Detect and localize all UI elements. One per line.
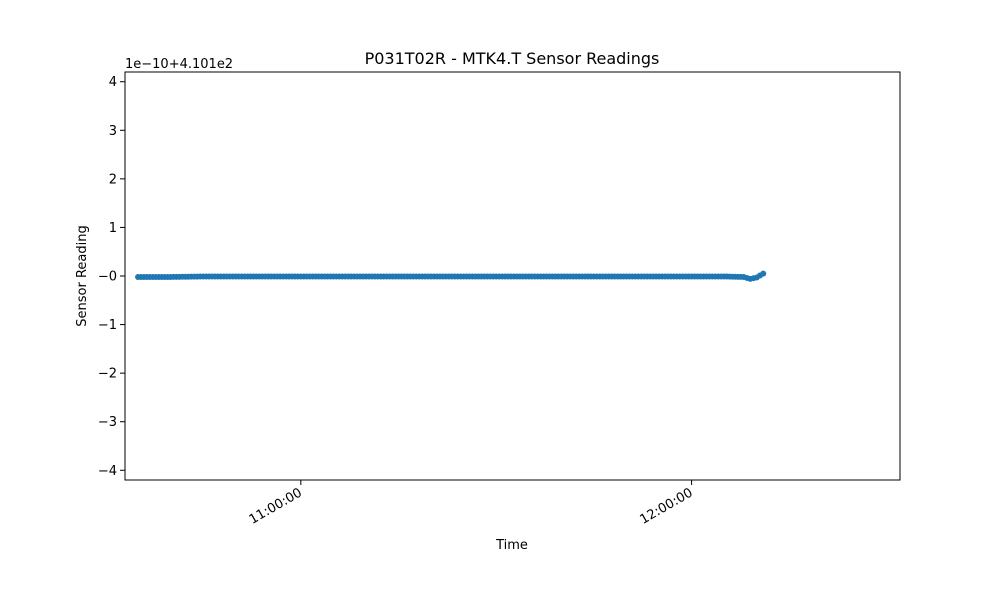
y-axis-ticks: −4 −3 −2 −1 −0 1 2 3 4 xyxy=(98,75,125,479)
y-axis-label: Sensor Reading xyxy=(75,225,90,326)
series-layer xyxy=(135,270,767,282)
y-offset-label: 1e−10+4.101e2 xyxy=(125,57,233,72)
y-tick-label: −2 xyxy=(98,367,117,382)
y-tick-label: −4 xyxy=(98,464,117,479)
x-axis-label: Time xyxy=(495,538,528,553)
chart-title: P031T02R - MTK4.T Sensor Readings xyxy=(365,49,660,68)
y-tick-label: −3 xyxy=(98,415,117,430)
y-tick-label: −0 xyxy=(98,270,117,285)
y-tick-label: 1 xyxy=(109,221,117,236)
data-point xyxy=(760,270,767,277)
plot-frame xyxy=(124,71,901,481)
y-tick-label: −1 xyxy=(98,318,117,333)
y-tick-label: 3 xyxy=(109,124,117,139)
y-tick-label: 4 xyxy=(109,75,117,90)
y-tick-label: 2 xyxy=(109,172,117,187)
